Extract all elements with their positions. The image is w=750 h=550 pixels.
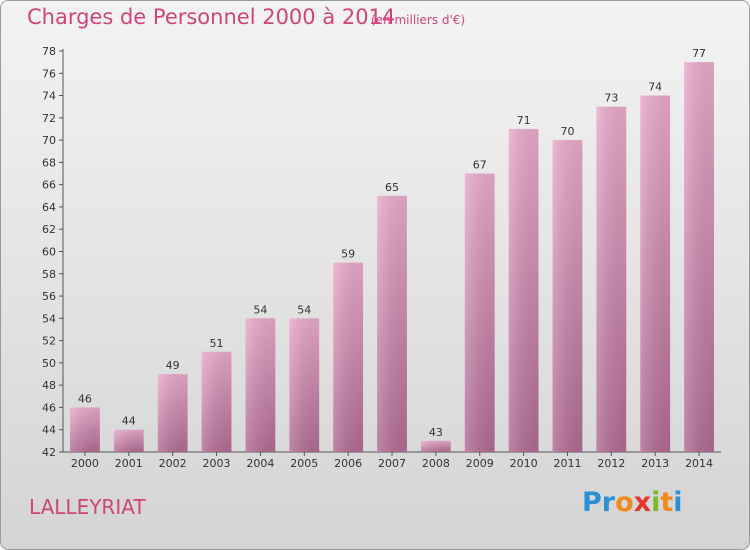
data-label-2000: 46 — [78, 392, 92, 405]
y-tick-label: 46 — [42, 401, 56, 414]
logo-letter: i — [651, 487, 661, 518]
bar-shade-2012 — [596, 106, 627, 452]
data-label-2014: 77 — [692, 47, 706, 60]
data-label-2005: 54 — [297, 303, 311, 316]
x-tick-label-2010: 2010 — [510, 457, 538, 470]
y-tick-label: 68 — [42, 156, 56, 169]
data-label-2011: 70 — [560, 125, 574, 138]
y-tick-label: 74 — [42, 90, 56, 103]
bar-shade-2006 — [333, 262, 364, 452]
logo-letter: r — [601, 487, 616, 518]
bar-shade-2014 — [684, 62, 714, 453]
y-tick-label: 76 — [42, 67, 56, 80]
x-tick-label-2002: 2002 — [159, 457, 187, 470]
x-tick-label-2013: 2013 — [641, 457, 669, 470]
x-tick-label-2006: 2006 — [334, 457, 362, 470]
y-tick-label: 66 — [42, 179, 56, 192]
logo-letter: t — [660, 487, 674, 518]
x-tick-label-2000: 2000 — [71, 457, 99, 470]
data-label-2001: 44 — [122, 415, 136, 428]
x-tick-label-2003: 2003 — [203, 457, 231, 470]
y-tick-label: 78 — [42, 45, 56, 58]
commune-name: LALLEYRIAT — [29, 495, 146, 519]
y-tick-label: 42 — [42, 446, 56, 459]
logo-letter: x — [633, 487, 652, 518]
y-tick-label: 50 — [42, 357, 56, 370]
y-tick-label: 48 — [42, 379, 56, 392]
chart-title: Charges de Personnel 2000 à 2014 — [27, 5, 396, 29]
bars — [70, 62, 714, 453]
x-tick-label-2007: 2007 — [378, 457, 406, 470]
y-tick-label: 60 — [42, 246, 56, 259]
y-tick-label: 58 — [42, 268, 56, 281]
y-tick-label: 44 — [42, 424, 56, 437]
bar-shade-2003 — [201, 351, 232, 452]
proxiti-logo[interactable]: Proxiti — [582, 487, 683, 518]
bar-shade-2009 — [464, 173, 495, 452]
data-label-2002: 49 — [166, 359, 180, 372]
y-tick-label: 62 — [42, 223, 56, 236]
bar-shade-2000 — [70, 407, 100, 452]
data-label-2010: 71 — [517, 114, 531, 127]
bar-shade-2011 — [552, 140, 583, 452]
axes: 42 44 46 48 50 52 54 56 58 60 62 64 66 68 70 72 74 76 78 20… — [42, 45, 721, 470]
y-tick-label: 52 — [42, 335, 56, 348]
x-tick-label-2001: 2001 — [115, 457, 143, 470]
bar-shade-2001 — [113, 429, 144, 452]
data-label-2003: 51 — [210, 337, 224, 350]
y-tick-label: 56 — [42, 290, 56, 303]
logo-letter: i — [673, 487, 683, 518]
bar-shade-2005 — [289, 318, 320, 452]
y-tick-label: 64 — [42, 201, 56, 214]
bar-shade-2007 — [377, 195, 407, 453]
y-tick-label: 72 — [42, 112, 56, 125]
logo-letter: o — [615, 487, 634, 518]
x-tick-label-2008: 2008 — [422, 457, 450, 470]
data-label-2013: 74 — [648, 81, 662, 94]
data-label-2009: 67 — [473, 159, 487, 172]
bar-shade-2013 — [640, 95, 671, 453]
data-label-2012: 73 — [604, 92, 618, 105]
x-tick-label-2011: 2011 — [553, 457, 581, 470]
x-tick-label-2014: 2014 — [685, 457, 713, 470]
data-labels: 46 44 49 51 54 54 59 65 43 67 71 70 73 74 77 — [78, 47, 706, 439]
x-tick-label-2012: 2012 — [597, 457, 625, 470]
bar-shade-2004 — [245, 318, 276, 452]
data-label-2004: 54 — [253, 303, 267, 316]
data-label-2006: 59 — [341, 248, 355, 261]
x-tick-label-2009: 2009 — [466, 457, 494, 470]
data-label-2007: 65 — [385, 181, 399, 194]
bar-shade-2010 — [508, 128, 539, 452]
y-tick-label: 70 — [42, 134, 56, 147]
data-label-2008: 43 — [429, 426, 443, 439]
bar-shade-2008 — [420, 440, 451, 452]
chart-subtitle: (en milliers d'€) — [371, 13, 466, 27]
logo-letter: P — [582, 487, 602, 518]
x-tick-label-2005: 2005 — [290, 457, 318, 470]
bar-shade-2002 — [157, 374, 188, 452]
y-tick-label: 54 — [42, 312, 56, 325]
x-tick-label-2004: 2004 — [246, 457, 274, 470]
